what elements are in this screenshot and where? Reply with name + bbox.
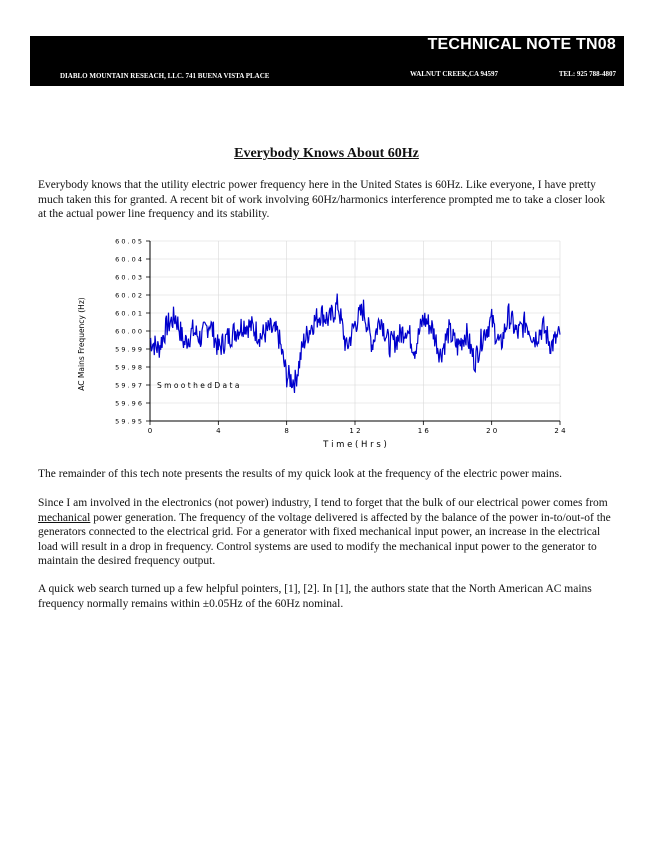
header-company: DIABLO MOUNTAIN RESEACH, LLC. 741 BUENA …	[60, 72, 270, 80]
chart-y-tick-label: 5 9 . 9 9	[115, 346, 142, 354]
chart-ticks: 5 9 . 9 5 5 9 . 9 6 5 9 . 9 7 5 9 . 9 8 5 9 …	[115, 238, 566, 436]
chart-x-tick-label: 8	[284, 427, 288, 435]
paragraph-web-search: A quick web search turned up a few helpf…	[38, 583, 592, 610]
paragraph-mechanical: Since I am involved in the electronics (…	[38, 496, 612, 569]
paragraph3-before: Since I am involved in the electronics (…	[38, 497, 608, 509]
frequency-chart: 5 9 . 9 5 5 9 . 9 6 5 9 . 9 7 5 9 . 9 8 5 9 …	[77, 238, 566, 451]
chart-y-tick-label: 6 0 . 0 3	[115, 274, 142, 282]
chart-x-axis-label: T i m e ( H r s )	[322, 440, 387, 450]
chart-x-tick-label: 1 2	[349, 427, 360, 435]
chart-x-tick-label: 4	[216, 427, 221, 435]
chart-x-tick-label: 0	[148, 427, 152, 435]
paragraph3-underlined-word: mechanical	[38, 511, 91, 524]
chart-y-tick-label: 5 9 . 9 7	[115, 382, 142, 390]
chart-x-tick-label: 2 4	[554, 427, 566, 435]
paragraph-intro: Everybody knows that the utility electri…	[38, 179, 606, 220]
chart-y-tick-label: 5 9 . 9 8	[115, 364, 142, 372]
header-bar: TECHNICAL NOTE TN08 DIABLO MOUNTAIN RESE…	[30, 36, 624, 86]
chart-y-tick-label: 5 9 . 9 5	[115, 418, 142, 426]
chart-series-layer	[149, 293, 561, 394]
header-phone: TEL: 925 788-4807	[558, 70, 616, 78]
header-city: WALNUT CREEK,CA 94597	[410, 70, 498, 78]
chart-y-tick-label: 6 0 . 0 2	[115, 292, 142, 300]
chart-y-tick-label: 6 0 . 0 5	[115, 238, 142, 246]
chart-annotation: S m o o t h e d D a t a	[157, 381, 239, 390]
chart-y-axis-label: AC Mains Frequency (Hz)	[77, 297, 86, 390]
chart-grid	[149, 240, 561, 422]
header-title: TECHNICAL NOTE TN08	[427, 36, 616, 53]
chart-y-tick-label: 6 0 . 0 1	[115, 310, 142, 318]
paragraph-remainder: The remainder of this tech note presents…	[38, 468, 563, 480]
chart-y-tick-label: 6 0 . 0 0	[115, 328, 142, 336]
chart-x-tick-label: 1 6	[418, 427, 430, 435]
chart-series-line	[149, 293, 561, 394]
chart-x-tick-label: 2 0	[486, 427, 497, 435]
chart-y-tick-label: 5 9 . 9 6	[115, 400, 142, 408]
document-title: Everybody Knows About 60Hz	[234, 146, 419, 161]
paragraph3-after: power generation. The frequency of the v…	[38, 511, 611, 568]
chart-y-tick-label: 6 0 . 0 4	[115, 256, 142, 264]
